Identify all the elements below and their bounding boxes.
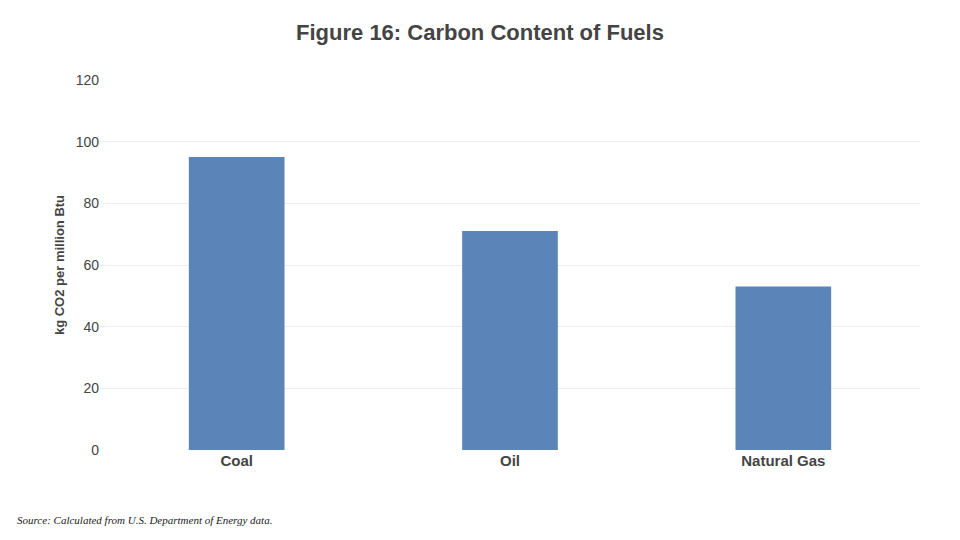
svg-text:60: 60	[83, 257, 99, 273]
svg-text:40: 40	[83, 319, 99, 335]
svg-text:Figure 16: Carbon Content of F: Figure 16: Carbon Content of Fuels	[296, 20, 664, 45]
svg-text:Natural Gas: Natural Gas	[741, 452, 825, 469]
svg-text:0: 0	[91, 442, 99, 458]
svg-text:Source: Calculated from U.S. D: Source: Calculated from U.S. Department …	[17, 514, 272, 526]
svg-text:Coal: Coal	[220, 452, 253, 469]
svg-text:80: 80	[83, 195, 99, 211]
svg-text:120: 120	[76, 72, 100, 88]
svg-text:Oil: Oil	[500, 452, 520, 469]
svg-text:100: 100	[76, 134, 100, 150]
svg-text:20: 20	[83, 380, 99, 396]
svg-text:kg CO2 per million Btu: kg CO2 per million Btu	[52, 195, 67, 335]
